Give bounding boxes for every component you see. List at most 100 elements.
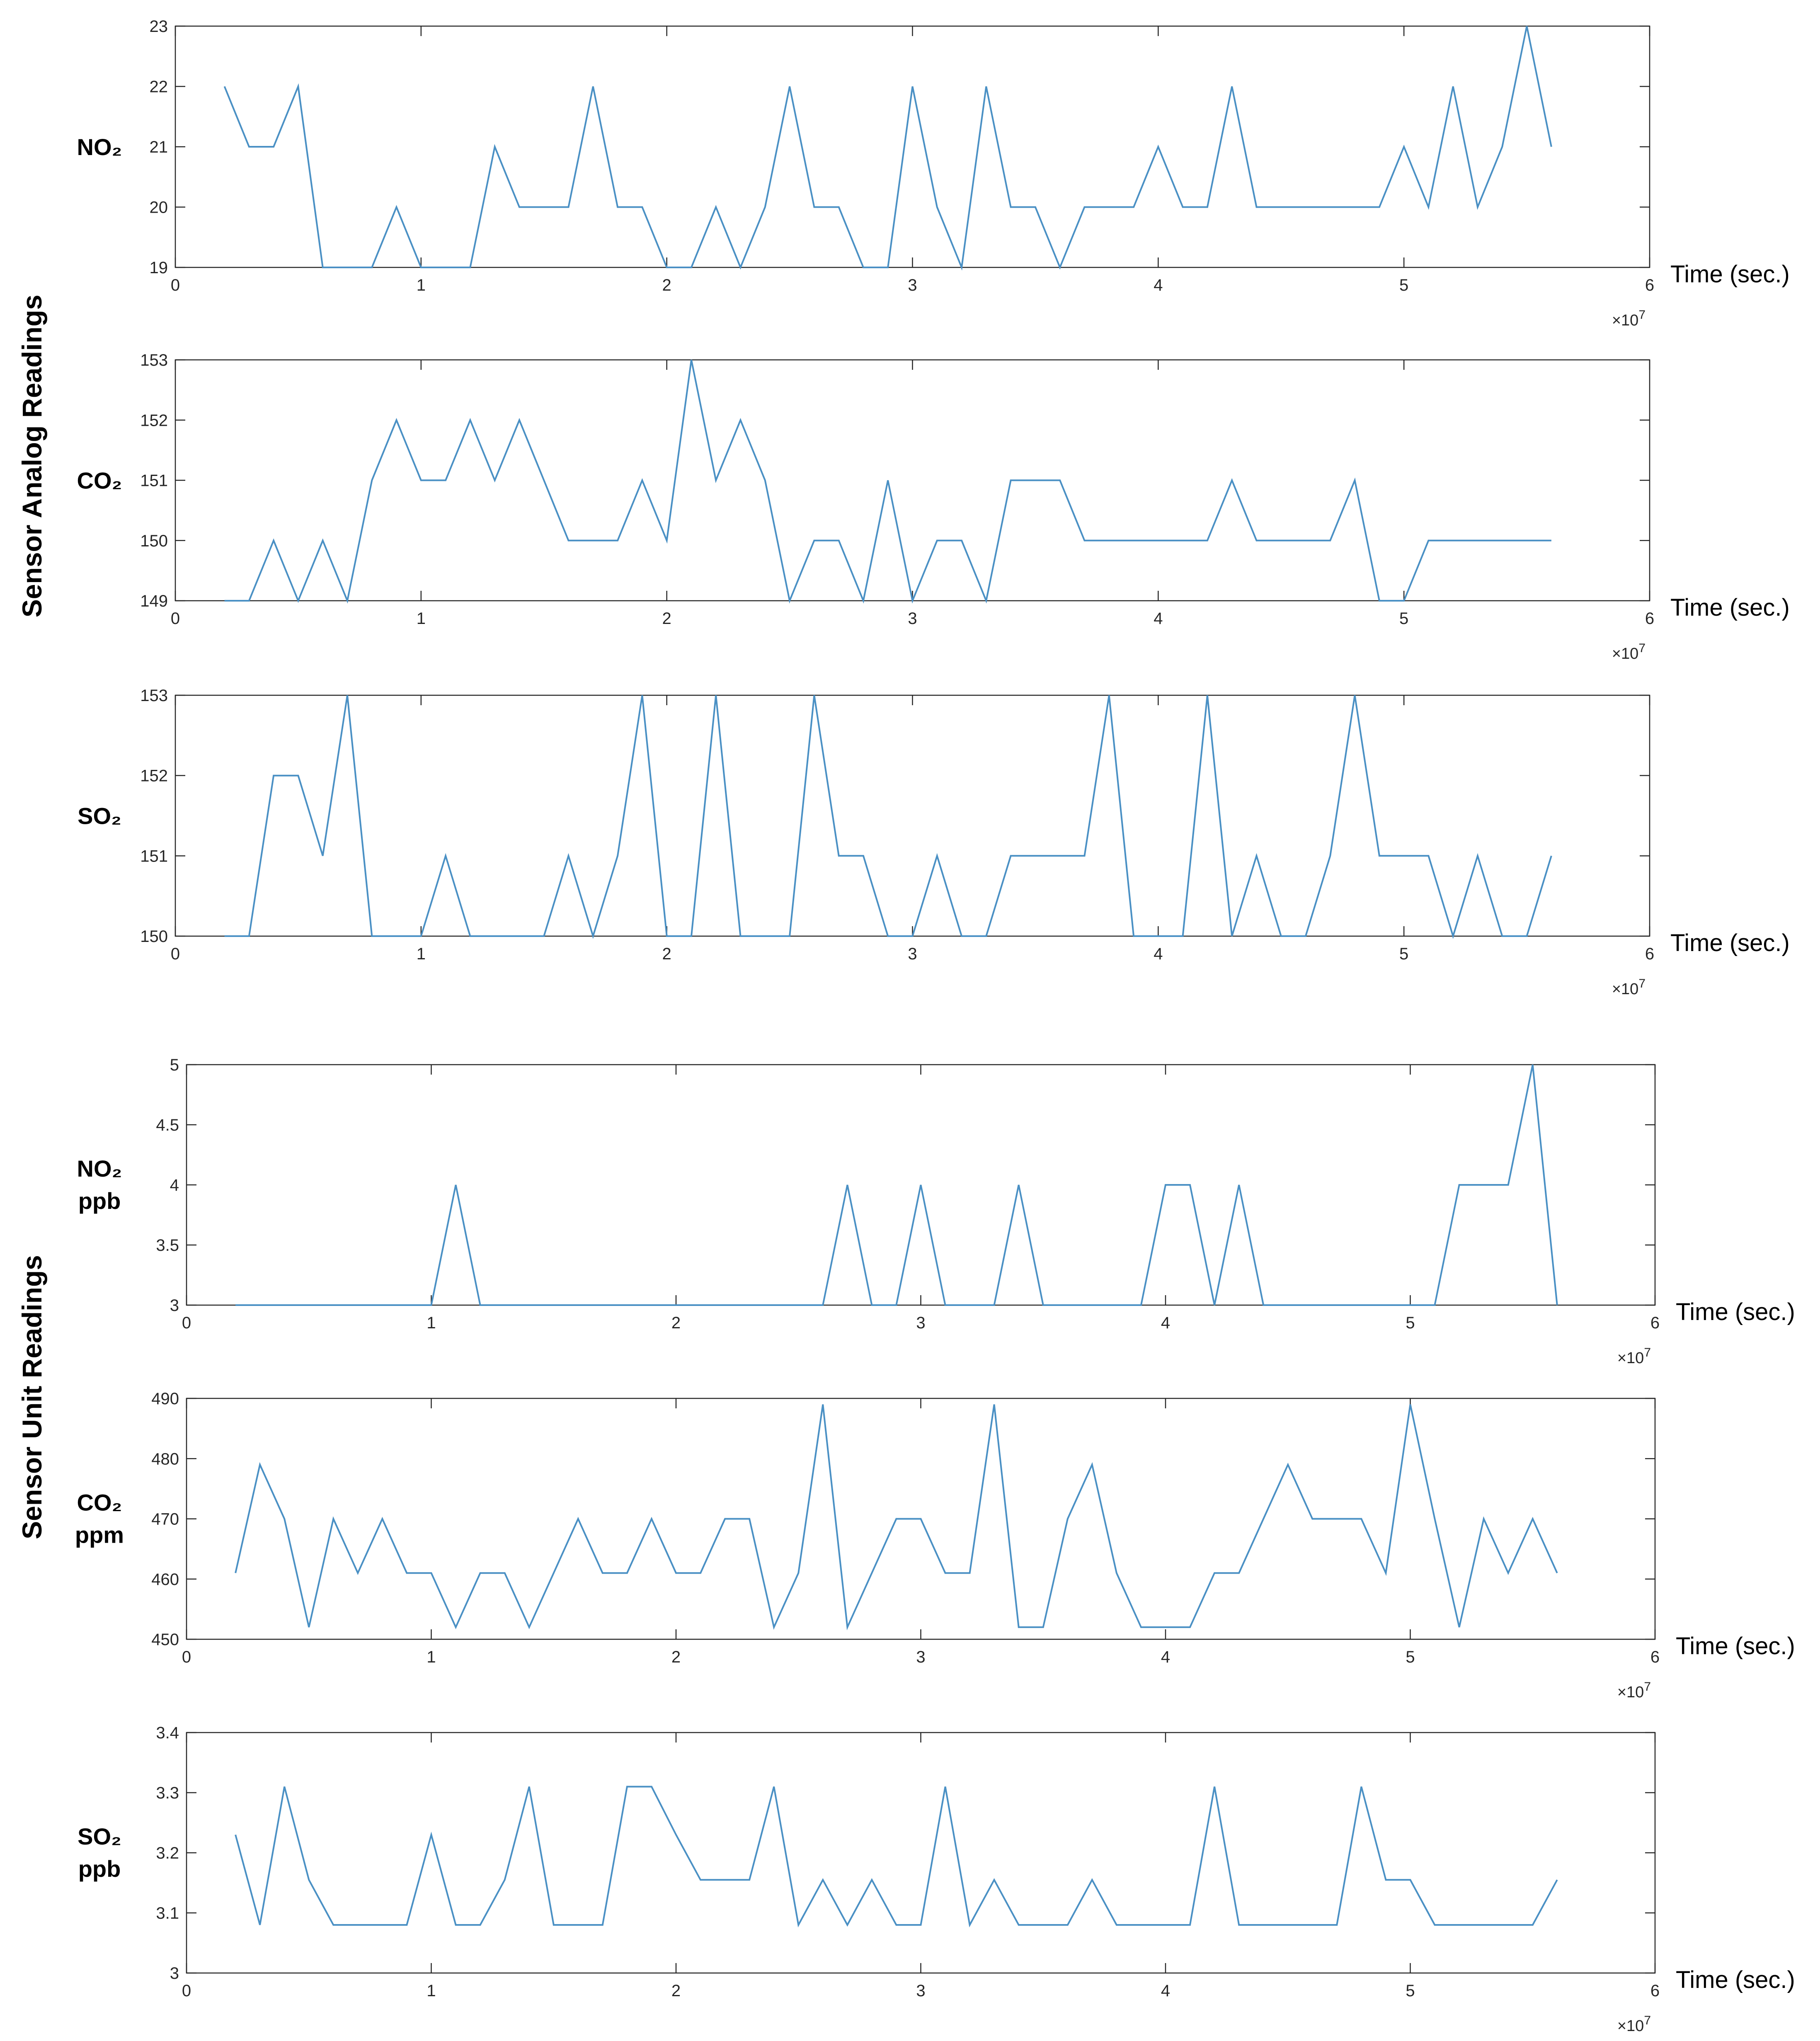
x-exponent-power: 7 xyxy=(1644,2014,1651,2027)
y-tick-label: 151 xyxy=(140,472,168,490)
y-tick-label: 152 xyxy=(140,411,168,430)
x-tick-label: 2 xyxy=(662,609,671,628)
y-tick-label: 3.3 xyxy=(156,1784,179,1802)
y-tick-label: 153 xyxy=(140,687,168,705)
time-axis-label: Time (sec.) xyxy=(1670,594,1790,621)
x-tick-label: 0 xyxy=(182,1314,191,1332)
x-tick-label: 3 xyxy=(916,1648,925,1666)
y-tick-label: 152 xyxy=(140,767,168,785)
series-line xyxy=(235,1786,1558,1927)
x-tick-label: 0 xyxy=(171,609,180,628)
y-tick-label: 490 xyxy=(151,1390,179,1408)
x-tick-label: 5 xyxy=(1406,1982,1415,2000)
x-tick-label: 2 xyxy=(662,276,671,294)
y-tick-label: 22 xyxy=(150,78,168,96)
y-axis-unit-label: ppb xyxy=(78,1856,121,1882)
y-tick-label: 4 xyxy=(170,1176,179,1194)
x-exponent-power: 7 xyxy=(1638,308,1646,322)
x-exponent-label: ×107 xyxy=(1617,1680,1651,1701)
series-line xyxy=(235,1064,1558,1306)
y-tick-label: 149 xyxy=(140,592,168,610)
y-tick-label: 470 xyxy=(151,1510,179,1529)
x-tick-label: 6 xyxy=(1650,1314,1660,1332)
axes-box xyxy=(174,359,1650,602)
x-tick-label: 6 xyxy=(1650,1982,1660,2000)
x-exponent-label: ×107 xyxy=(1612,977,1646,998)
x-tick-label: 3 xyxy=(908,945,917,963)
x-tick-label: 6 xyxy=(1645,276,1654,294)
x-tick-label: 0 xyxy=(171,276,180,294)
y-tick-label: 3 xyxy=(170,1296,179,1315)
y-tick-label: 3.1 xyxy=(156,1904,179,1922)
y-tick-label: 151 xyxy=(140,847,168,865)
y-tick-label: 3 xyxy=(170,1964,179,1983)
y-tick-label: 19 xyxy=(150,259,168,277)
x-tick-label: 3 xyxy=(908,276,917,294)
x-tick-label: 1 xyxy=(427,1314,436,1332)
series-line xyxy=(224,359,1551,604)
y-axis-label: CO₂ xyxy=(77,1490,122,1516)
chart-panel-4: 0 1 2 3 4 5 6 3 3.5 4 4.5 5 NO₂ ppb Time (sec.) ×107 xyxy=(77,1056,1795,1367)
time-axis-label: Time (sec.) xyxy=(1670,929,1790,956)
y-axis-label: SO₂ xyxy=(78,1823,121,1849)
y-tick-label: 460 xyxy=(151,1570,179,1589)
x-exponent-power: 7 xyxy=(1638,977,1646,990)
x-tick-label: 3 xyxy=(916,1982,925,2000)
y-tick-label: 5 xyxy=(170,1056,179,1074)
x-tick-label: 3 xyxy=(908,609,917,628)
y-tick-label: 3.5 xyxy=(156,1236,179,1255)
x-exponent-power: 7 xyxy=(1644,1680,1651,1694)
x-tick-label: 4 xyxy=(1161,1314,1170,1332)
time-axis-label: Time (sec.) xyxy=(1676,1633,1795,1660)
chart-panel-3: 0 1 2 3 4 5 6 150 151 152 153 SO₂ Time (sec.) ×107 xyxy=(78,687,1790,998)
y-tick-label: 4.5 xyxy=(156,1116,179,1134)
x-tick-label: 1 xyxy=(417,609,426,628)
x-tick-label: 5 xyxy=(1399,609,1408,628)
y-axis-label: CO₂ xyxy=(77,468,122,494)
y-tick-label: 21 xyxy=(150,138,168,156)
x-tick-label: 0 xyxy=(182,1648,191,1666)
x-tick-label: 5 xyxy=(1406,1314,1415,1332)
y-tick-label: 3.4 xyxy=(156,1724,179,1742)
y-tick-label: 450 xyxy=(151,1631,179,1649)
x-tick-label: 2 xyxy=(662,945,671,963)
x-tick-label: 1 xyxy=(417,945,426,963)
y-tick-label: 480 xyxy=(151,1450,179,1468)
group-label-unit: Sensor Unit Readings xyxy=(17,1255,47,1539)
x-tick-label: 4 xyxy=(1154,276,1163,294)
series-line xyxy=(235,1404,1558,1631)
x-tick-label: 4 xyxy=(1161,1648,1170,1666)
x-tick-label: 1 xyxy=(417,276,426,294)
y-tick-label: 3.2 xyxy=(156,1844,179,1862)
time-axis-label: Time (sec.) xyxy=(1676,1298,1795,1325)
x-tick-label: 2 xyxy=(671,1648,681,1666)
x-exponent-power: 7 xyxy=(1644,1346,1651,1359)
axes-box xyxy=(174,25,1650,268)
x-tick-label: 0 xyxy=(171,945,180,963)
x-tick-label: 6 xyxy=(1645,945,1654,963)
x-exponent-label: ×107 xyxy=(1612,641,1646,663)
x-tick-label: 4 xyxy=(1154,945,1163,963)
x-exponent-label: ×107 xyxy=(1612,308,1646,329)
x-tick-label: 6 xyxy=(1650,1648,1660,1666)
y-axis-label: SO₂ xyxy=(78,803,121,829)
series-line xyxy=(223,26,1552,271)
x-tick-label: 5 xyxy=(1399,945,1408,963)
x-tick-label: 3 xyxy=(916,1314,925,1332)
axes-box xyxy=(174,694,1650,937)
x-tick-label: 2 xyxy=(671,1982,681,2000)
x-tick-label: 1 xyxy=(427,1982,436,2000)
axes-box xyxy=(186,1732,1656,1974)
series-line xyxy=(224,695,1552,939)
y-axis-unit-label: ppb xyxy=(78,1188,121,1214)
group-label-analog: Sensor Analog Readings xyxy=(17,295,47,618)
x-exponent-label: ×107 xyxy=(1617,2014,1651,2035)
y-axis-label: NO₂ xyxy=(77,134,122,160)
y-axis-unit-label: ppm xyxy=(75,1522,124,1548)
x-tick-label: 4 xyxy=(1154,609,1163,628)
y-tick-label: 20 xyxy=(150,199,168,217)
y-tick-label: 150 xyxy=(140,927,168,946)
